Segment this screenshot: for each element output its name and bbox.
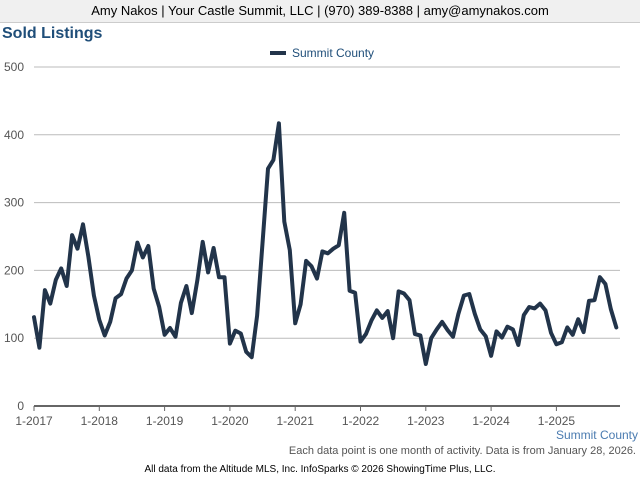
y-tick-label: 200 <box>4 263 24 277</box>
x-tick-label: 1-2023 <box>407 414 445 428</box>
legend: Summit County <box>270 46 374 60</box>
header-bar: Amy Nakos | Your Castle Summit, LLC | (9… <box>0 0 640 23</box>
x-tick-label: 1-2020 <box>211 414 249 428</box>
y-tick-label: 100 <box>4 331 24 345</box>
y-tick-label: 500 <box>4 60 24 74</box>
x-tick-label: 1-2019 <box>146 414 184 428</box>
y-tick-label: 0 <box>17 399 24 413</box>
footnote: Each data point is one month of activity… <box>288 445 636 457</box>
legend-label: Summit County <box>292 46 375 60</box>
legend-swatch <box>270 51 286 55</box>
x-tick-label: 1-2025 <box>538 414 576 428</box>
series-label: Summit County <box>555 428 638 442</box>
credit: All data from the Altitude MLS, Inc. Inf… <box>144 464 496 475</box>
y-tick-label: 300 <box>4 196 24 210</box>
chart-title: Sold Listings <box>2 25 103 42</box>
x-tick-label: 1-2024 <box>472 414 510 428</box>
y-tick-label: 400 <box>4 128 24 142</box>
x-tick-label: 1-2022 <box>342 414 380 428</box>
x-tick-label: 1-2018 <box>81 414 119 428</box>
x-tick-label: 1-2017 <box>15 414 53 428</box>
x-tick-label: 1-2021 <box>277 414 315 428</box>
series-line <box>32 121 619 366</box>
